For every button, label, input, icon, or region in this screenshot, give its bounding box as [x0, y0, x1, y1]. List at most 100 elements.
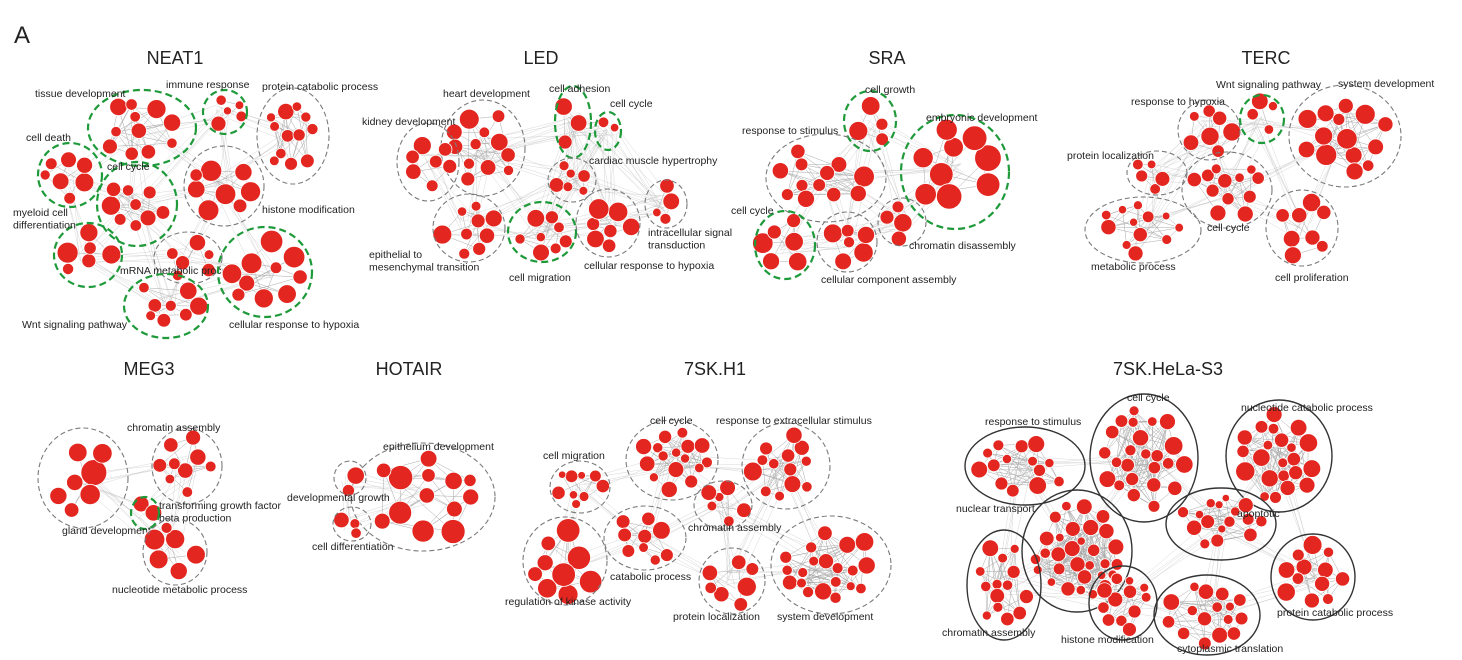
gene-set-node — [177, 462, 194, 479]
cluster-boundary — [770, 515, 892, 615]
edge — [801, 567, 838, 584]
cluster: cell proliferation — [1265, 189, 1349, 284]
cluster: myeloid cell differentiation — [13, 207, 124, 289]
gene-set-node — [808, 555, 820, 567]
gene-set-node — [676, 426, 689, 439]
cluster: cell migration — [543, 450, 611, 514]
edge — [1207, 521, 1251, 536]
gene-set-node — [974, 144, 1002, 172]
edge — [1242, 442, 1309, 452]
gene-set-node — [793, 439, 810, 456]
cluster: chromatin assembly — [127, 422, 223, 505]
cluster: tissue development — [35, 88, 198, 168]
cluster: gland development — [37, 427, 151, 537]
panel-title: LED — [523, 48, 558, 68]
edge — [427, 164, 477, 219]
cluster: response to extracellular stimulus — [716, 415, 872, 510]
gene-set-node — [405, 163, 422, 180]
gene-set-node — [779, 550, 793, 564]
gene-set-node — [125, 98, 138, 111]
edge — [1084, 506, 1090, 566]
cluster-label: cellular response to hypoxia — [584, 260, 714, 272]
gene-set-node — [234, 163, 253, 182]
edge — [807, 567, 838, 593]
edge — [1253, 123, 1302, 219]
gene-set-node — [1087, 543, 1101, 557]
gene-set-node — [1291, 207, 1308, 224]
gene-set-node — [982, 447, 993, 459]
gene-set-node — [537, 578, 558, 599]
cluster-boundary — [1238, 93, 1286, 145]
edge — [1133, 421, 1168, 496]
edge — [598, 131, 614, 219]
gene-set-node — [129, 219, 142, 232]
gene-set-node — [1101, 209, 1112, 221]
gene-set-node — [412, 136, 432, 156]
gene-set-node — [1122, 622, 1137, 637]
gene-set-node — [648, 472, 659, 483]
gene-set-node — [458, 108, 480, 130]
edge — [579, 467, 668, 486]
gene-set-node — [74, 172, 95, 193]
gene-set-node — [1096, 582, 1113, 599]
cluster: cell death — [26, 132, 104, 209]
edge — [1217, 177, 1259, 214]
gene-set-node — [1291, 548, 1305, 562]
gene-set-node — [1295, 558, 1313, 576]
gene-set-node — [160, 521, 173, 534]
panel-sk7hela: 7SK.HeLa-S3 cell cycle response to stimulu… — [942, 359, 1393, 656]
cluster: cell cycle — [95, 160, 179, 248]
cluster-label: tissue development — [35, 88, 126, 100]
edge — [720, 510, 838, 557]
gene-set-node — [1282, 229, 1301, 248]
edge — [1219, 123, 1272, 183]
gene-set-node — [1304, 229, 1321, 246]
edge — [181, 179, 220, 258]
gene-set-node — [551, 562, 576, 587]
cluster-boundary — [593, 110, 623, 152]
cluster-label: system development — [1338, 78, 1434, 90]
edge — [180, 464, 198, 546]
gene-set-node — [1332, 112, 1346, 126]
cluster-label: chromatin assembly — [942, 627, 1036, 639]
cluster-boundary — [753, 209, 817, 281]
gene-set-node — [1223, 515, 1236, 528]
gene-set-node — [478, 126, 491, 139]
gene-set-node — [1265, 406, 1283, 423]
gene-set-node — [463, 157, 476, 170]
cluster-label: histone modification — [1061, 634, 1154, 646]
gene-set-node — [652, 521, 671, 540]
gene-set-node — [826, 186, 842, 203]
gene-set-node — [1064, 521, 1081, 537]
cluster-boundary — [440, 99, 526, 197]
gene-set-node — [388, 465, 414, 491]
gene-set-node — [1012, 605, 1027, 621]
gene-set-node — [51, 172, 70, 191]
gene-set-node — [292, 128, 306, 142]
gene-set-node — [1337, 97, 1354, 114]
gene-set-node — [555, 518, 581, 543]
edge — [353, 479, 415, 498]
gene-set-node — [100, 195, 121, 216]
panel-title: 7SK.H1 — [684, 359, 746, 379]
edge — [1345, 105, 1376, 148]
gene-set-node — [1322, 546, 1335, 558]
gene-set-node — [1075, 584, 1086, 596]
edge — [127, 210, 189, 250]
cluster-boundary — [1021, 489, 1133, 613]
gene-set-node — [846, 564, 859, 577]
gene-set-node — [660, 480, 678, 498]
gene-set-node — [1221, 493, 1230, 503]
edge — [350, 486, 418, 491]
cluster: response to hypoxia — [1131, 96, 1242, 161]
gene-set-node — [346, 466, 365, 485]
gene-set-node — [1252, 448, 1271, 467]
edge — [1067, 528, 1074, 589]
gene-set-node — [760, 485, 772, 498]
gene-set-node — [460, 227, 473, 241]
gene-set-node — [197, 199, 220, 222]
gene-set-node — [1198, 636, 1212, 651]
gene-set-node — [462, 488, 480, 506]
cluster-label: intracellular signal transduction — [648, 227, 732, 252]
edge — [1157, 126, 1259, 179]
